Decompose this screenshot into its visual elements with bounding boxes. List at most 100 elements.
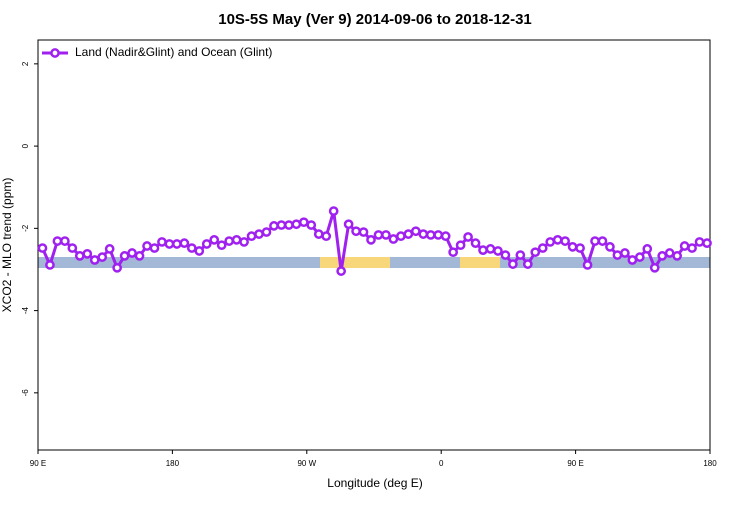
point [269,221,279,231]
surface-strip [38,257,710,268]
point [37,243,48,253]
y-axis-label: XCO2 - MLO trend (ppm) [0,178,14,313]
point [403,229,414,239]
point [552,235,563,245]
point [478,245,488,255]
point [455,240,466,251]
point [231,235,242,245]
point [530,247,541,258]
point [104,244,115,254]
point [672,251,682,261]
land-strip [320,257,390,268]
point [321,231,332,242]
point [470,238,481,248]
chart-title: 10S-5S May (Ver 9) 2014-09-06 to 2018-12… [218,11,532,28]
point [60,236,70,246]
point [157,237,167,247]
point [254,229,264,239]
point [149,243,160,253]
x-tick-label: 180 [166,459,180,468]
y-tick-label: 0 [21,143,30,148]
point [440,231,451,242]
point [358,227,369,237]
point [388,234,399,244]
point [597,236,608,246]
point [433,230,444,240]
point [560,236,570,246]
point [694,237,705,247]
point [351,226,361,237]
point [649,262,660,273]
y-tick-label: -2 [21,224,30,232]
point [515,250,526,260]
point [186,243,197,253]
point [134,251,145,261]
x-axis-label: Longitude (deg E) [327,476,422,490]
point [298,217,309,228]
point [127,248,137,258]
x-tick-label: 90 E [567,459,583,468]
point [216,240,227,251]
point [89,255,100,265]
point [485,244,496,254]
point [112,262,122,273]
point [522,259,533,269]
point [97,252,108,262]
point [448,247,458,258]
point [366,235,376,245]
point [313,229,324,239]
point [164,239,175,249]
point [276,220,287,230]
point [201,239,212,249]
y-tick-label: 2 [21,61,30,66]
point [627,255,638,265]
legend-label: Land (Nadir&Glint) and Ocean (Glint) [75,45,272,59]
point [239,237,249,247]
point [463,232,473,242]
point [119,251,130,261]
y-tick-label: -6 [21,389,30,397]
point [612,250,623,260]
point [545,237,556,247]
point [343,219,354,230]
point [336,266,346,276]
point [194,246,205,256]
point [67,243,78,253]
point [702,238,712,248]
x-tick-label: 90 E [30,459,46,468]
point [224,236,234,246]
point [634,252,645,262]
point [74,251,85,261]
point [508,259,518,269]
point [418,229,429,239]
point [261,227,272,237]
point [209,235,220,245]
point [373,230,384,240]
point [142,241,152,251]
point [328,206,339,216]
point [500,250,511,260]
point [396,231,406,242]
point [410,226,421,237]
point [590,236,600,246]
point [179,238,190,248]
y-tick-label: -4 [21,306,30,314]
point [679,241,690,251]
point [657,251,668,261]
point [425,230,436,240]
point [687,243,697,253]
point [642,244,653,254]
point [291,219,302,230]
point [246,231,257,242]
point [381,230,391,240]
point [172,239,182,249]
point [284,220,294,230]
point [52,236,63,246]
point [664,248,675,258]
point [620,248,630,258]
point [306,220,317,230]
point [493,246,503,256]
point [605,242,615,252]
point [575,243,585,253]
